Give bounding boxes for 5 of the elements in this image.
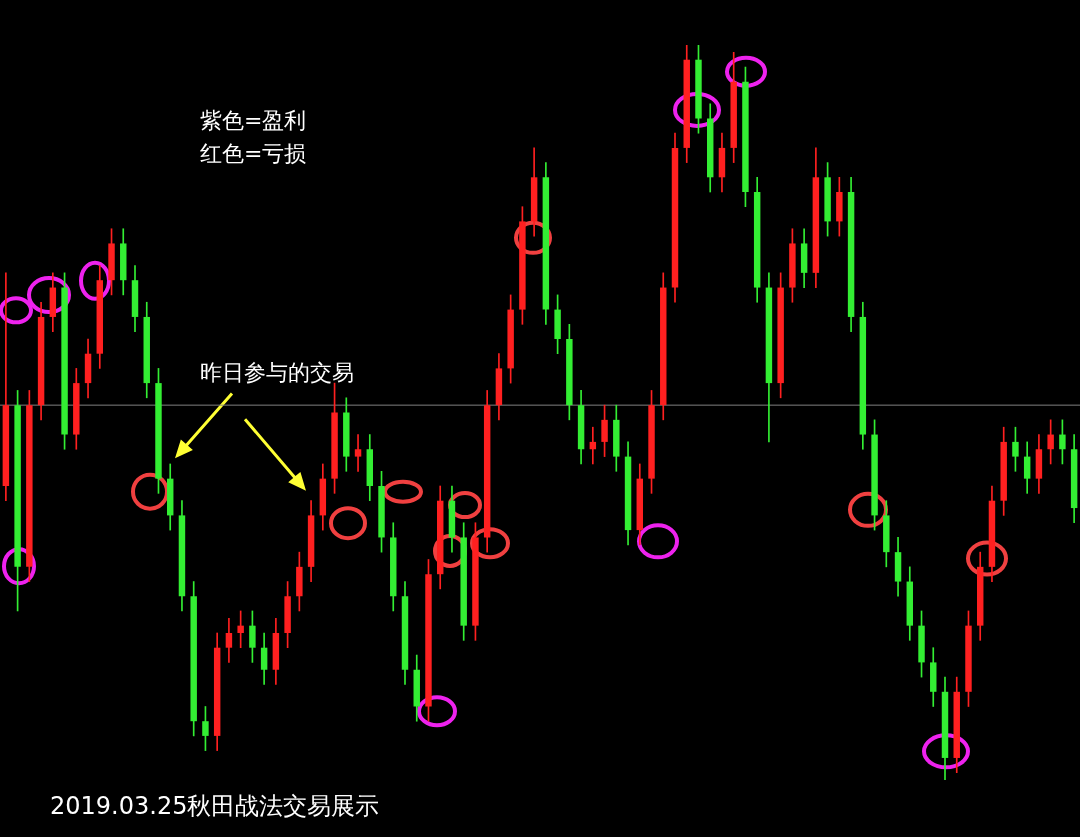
text: 2019.03.25秋田战法交易展示 xyxy=(50,791,380,822)
annotation: 紫色=盈利 xyxy=(200,107,307,135)
annotation: 红色=亏损 xyxy=(200,140,307,168)
annotation: 昨日参与的交易 xyxy=(200,359,354,387)
candlestick xyxy=(354,434,362,472)
